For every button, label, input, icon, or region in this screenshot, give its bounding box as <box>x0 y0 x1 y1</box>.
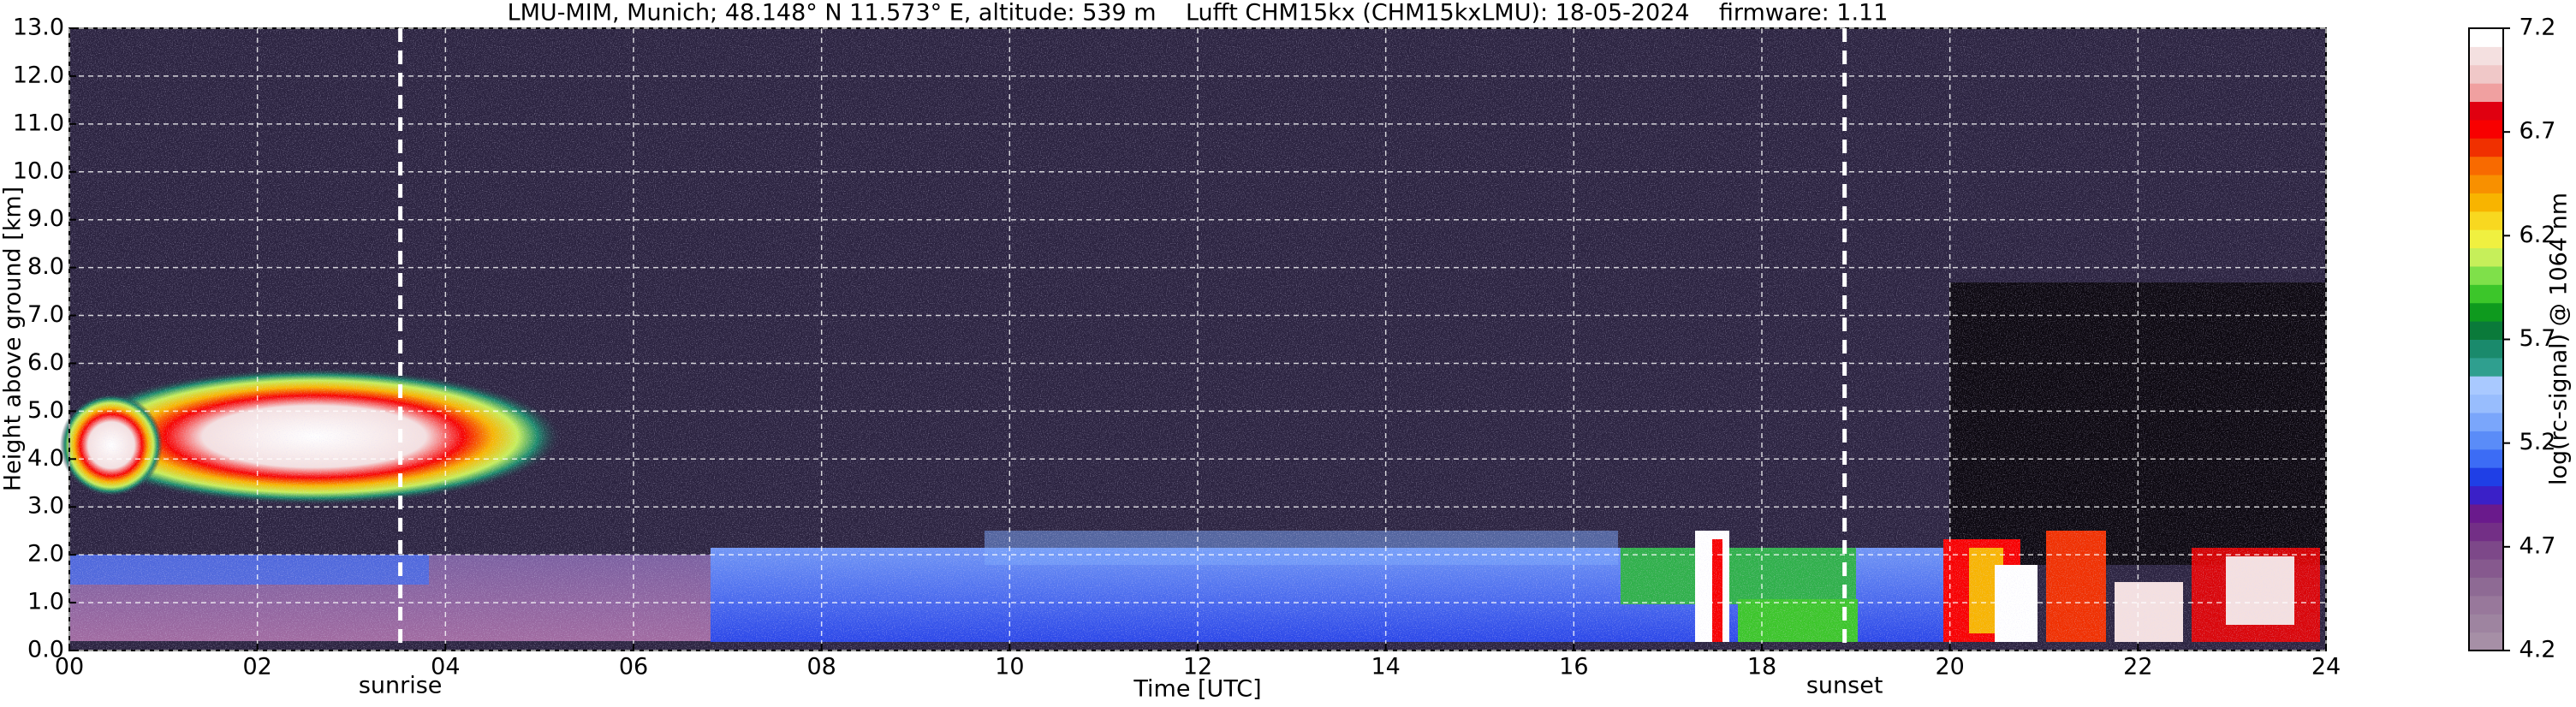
chart-title: LMU-MIM, Munich; 48.148° N 11.573° E, al… <box>508 0 1889 27</box>
colorbar-segment <box>2469 449 2503 468</box>
y-tick-label: 0.0 <box>27 637 64 663</box>
x-tick-label: 04 <box>431 654 460 680</box>
colorbar-segment <box>2469 559 2503 578</box>
colorbar-segment <box>2469 595 2503 615</box>
colorbar-segment <box>2469 46 2503 66</box>
colorbar-segment <box>2469 211 2503 230</box>
colorbar-tick-label: 4.2 <box>2519 637 2556 663</box>
colorbar-tick-label: 5.7 <box>2519 325 2556 352</box>
colorbar-segment <box>2469 265 2503 285</box>
x-tick-label: 02 <box>242 654 271 680</box>
colorbar-segment <box>2469 193 2503 212</box>
colorbar-segment <box>2469 614 2503 633</box>
y-tick-label: 10.0 <box>13 157 64 184</box>
colorbar-segment <box>2469 376 2503 395</box>
x-tick-label: 18 <box>1747 654 1776 680</box>
colorbar-segment <box>2469 119 2503 139</box>
colorbar-segment <box>2469 83 2503 103</box>
x-tick-label: 12 <box>1183 654 1212 680</box>
x-tick-label: 06 <box>619 654 648 680</box>
y-tick-label: 5.0 <box>27 397 64 424</box>
x-tick-label: 24 <box>2311 654 2341 680</box>
annotation-label: sunrise <box>359 673 443 699</box>
colorbar-segment <box>2469 138 2503 157</box>
colorbar-segment <box>2469 64 2503 84</box>
colorbar-segment <box>2469 577 2503 597</box>
colorbar-segment <box>2469 247 2503 267</box>
x-tick-label: 10 <box>995 654 1024 680</box>
y-tick-label: 7.0 <box>27 301 64 328</box>
colorbar-tick-label: 5.2 <box>2519 429 2556 455</box>
x-tick-label: 08 <box>806 654 836 680</box>
colorbar-segment <box>2469 503 2503 523</box>
y-tick-label: 1.0 <box>27 589 64 615</box>
x-axis-label: Time [UTC] <box>1133 676 1261 703</box>
colorbar-segment <box>2469 485 2503 505</box>
x-tick-label: 20 <box>1935 654 1964 680</box>
y-tick-label: 8.0 <box>27 253 64 280</box>
y-tick-label: 12.0 <box>13 62 64 88</box>
y-tick-label: 6.0 <box>27 349 64 376</box>
colorbar-segment <box>2469 302 2503 322</box>
colorbar-tick-label: 4.7 <box>2519 532 2556 559</box>
y-tick-label: 13.0 <box>13 15 64 41</box>
colorbar-segment <box>2469 229 2503 249</box>
colorbar-segment <box>2469 431 2503 450</box>
x-tick-label: 14 <box>1371 654 1400 680</box>
colorbar-segment <box>2469 540 2503 560</box>
colorbar-tick-label: 6.7 <box>2519 118 2556 145</box>
colorbar-segment <box>2469 321 2503 340</box>
colorbar-segment <box>2469 522 2503 542</box>
y-axis-label: Height above ground [km] <box>0 187 27 491</box>
colorbar-tick-label: 7.2 <box>2519 15 2556 41</box>
colorbar-segment <box>2469 413 2503 431</box>
colorbar-segment <box>2469 467 2503 487</box>
colorbar-segment <box>2469 28 2503 47</box>
colorbar-segment <box>2469 156 2503 175</box>
colorbar-segment <box>2469 357 2503 377</box>
colorbar-segment <box>2469 339 2503 359</box>
colorbar-segment <box>2469 284 2503 304</box>
y-tick-label: 4.0 <box>27 445 64 472</box>
y-tick-label: 3.0 <box>27 493 64 520</box>
y-tick-label: 11.0 <box>13 110 64 136</box>
x-tick-label: 00 <box>55 654 84 680</box>
colorbar-segment <box>2469 175 2503 193</box>
y-tick-label: 2.0 <box>27 541 64 567</box>
colorbar-label: log(rc-signal) @ 1064 nm <box>2546 193 2573 485</box>
annotation-label: sunset <box>1806 673 1883 699</box>
y-tick-label: 9.0 <box>27 205 64 232</box>
colorbar-segment <box>2469 394 2503 413</box>
colorbar-segment <box>2469 101 2503 121</box>
x-tick-label: 16 <box>1559 654 1588 680</box>
colorbar-tick-label: 6.2 <box>2519 222 2556 248</box>
colorbar-segment <box>2469 632 2503 651</box>
x-tick-label: 22 <box>2123 654 2152 680</box>
